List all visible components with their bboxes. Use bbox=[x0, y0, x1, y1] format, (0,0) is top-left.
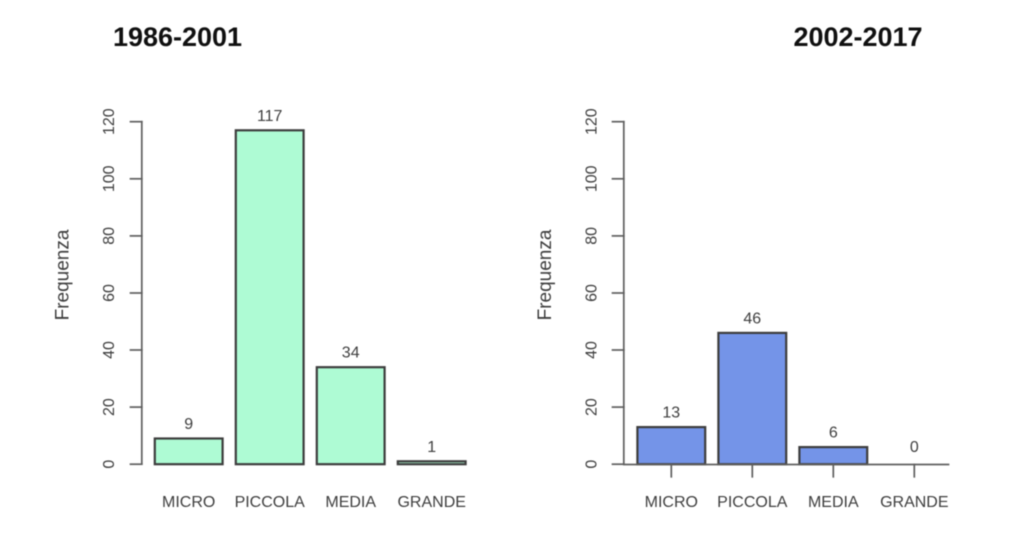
svg-text:13: 13 bbox=[662, 405, 680, 422]
svg-text:80: 80 bbox=[583, 227, 600, 245]
svg-text:60: 60 bbox=[101, 284, 118, 302]
svg-text:117: 117 bbox=[257, 108, 283, 125]
svg-text:PICCOLA: PICCOLA bbox=[717, 494, 788, 511]
svg-text:MICRO: MICRO bbox=[645, 494, 698, 511]
svg-text:GRANDE: GRANDE bbox=[397, 494, 465, 511]
svg-text:20: 20 bbox=[583, 398, 600, 416]
svg-text:0: 0 bbox=[101, 460, 118, 469]
svg-text:34: 34 bbox=[342, 345, 360, 362]
svg-text:0: 0 bbox=[910, 439, 919, 456]
svg-text:GRANDE: GRANDE bbox=[880, 494, 948, 511]
svg-text:46: 46 bbox=[743, 310, 761, 327]
svg-text:120: 120 bbox=[101, 108, 118, 135]
svg-text:9: 9 bbox=[184, 416, 193, 433]
svg-text:PICCOLA: PICCOLA bbox=[235, 494, 306, 511]
svg-text:Frequenza: Frequenza bbox=[53, 229, 74, 320]
svg-text:MEDIA: MEDIA bbox=[808, 494, 859, 511]
svg-text:1986-2001: 1986-2001 bbox=[113, 22, 242, 52]
svg-text:100: 100 bbox=[101, 165, 118, 192]
svg-text:40: 40 bbox=[583, 341, 600, 359]
svg-text:2002-2017: 2002-2017 bbox=[793, 22, 922, 52]
svg-text:6: 6 bbox=[829, 425, 838, 442]
svg-text:100: 100 bbox=[583, 165, 600, 192]
svg-text:120: 120 bbox=[583, 108, 600, 135]
svg-text:Frequenza: Frequenza bbox=[535, 229, 556, 320]
svg-text:MICRO: MICRO bbox=[162, 494, 215, 511]
svg-text:40: 40 bbox=[101, 341, 118, 359]
svg-text:MEDIA: MEDIA bbox=[325, 494, 376, 511]
svg-text:0: 0 bbox=[583, 460, 600, 469]
svg-text:20: 20 bbox=[101, 398, 118, 416]
svg-text:80: 80 bbox=[101, 227, 118, 245]
svg-text:60: 60 bbox=[583, 284, 600, 302]
svg-text:1: 1 bbox=[427, 439, 436, 456]
